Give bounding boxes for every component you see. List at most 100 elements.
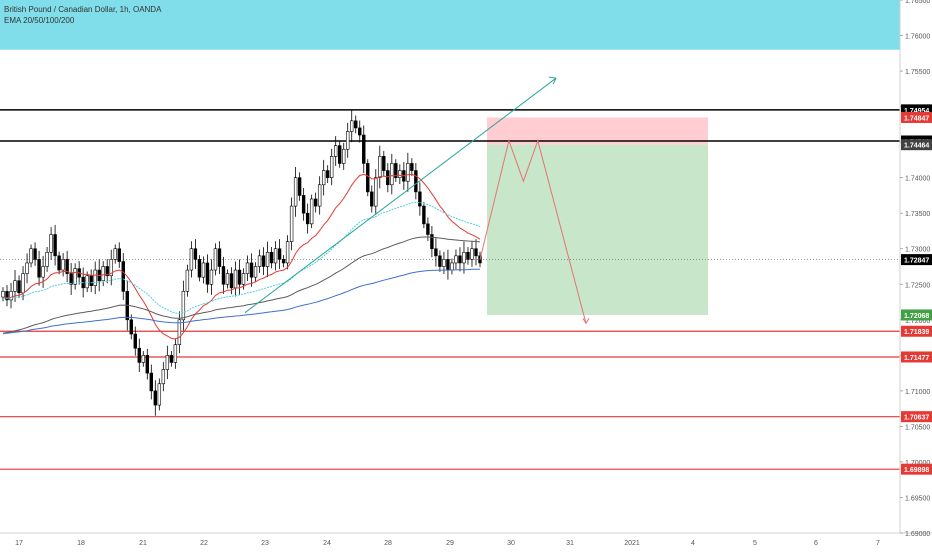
candle-body — [185, 269, 190, 292]
candle-body — [117, 248, 121, 262]
candle-body — [273, 248, 278, 264]
candle-body — [321, 170, 326, 186]
y-tick-label: 1.69500 — [905, 495, 930, 502]
candle-body — [245, 262, 250, 274]
candle-body — [261, 255, 266, 267]
price-label-text: 1.71477 — [904, 355, 929, 362]
candle-body — [225, 273, 230, 285]
candle-body — [289, 205, 294, 242]
x-tick-label: 7 — [876, 540, 880, 547]
y-tick-label: 1.74000 — [905, 176, 930, 183]
candle-body — [338, 145, 342, 164]
y-tick-label: 1.76500 — [905, 0, 930, 5]
candle-body — [49, 234, 53, 253]
candle-body — [13, 280, 17, 292]
indicator-label[interactable]: EMA 20/50/100/200 — [4, 16, 75, 25]
candle-body — [237, 269, 242, 285]
candle-body — [157, 383, 162, 406]
candle-body — [145, 355, 150, 374]
candle-body — [390, 163, 394, 186]
y-tick-label: 1.70000 — [905, 460, 930, 467]
candle-body — [342, 148, 346, 164]
candle-body — [233, 269, 238, 289]
symbol-title[interactable]: British Pound / Canadian Dollar, 1h, OAN… — [4, 5, 162, 14]
time-axis — [0, 533, 932, 550]
x-tick-label: 5 — [753, 540, 757, 547]
y-tick-label: 1.75500 — [905, 69, 930, 76]
x-tick-label: 31 — [566, 540, 574, 547]
candle-body — [229, 273, 234, 289]
y-tick-label: 1.69000 — [905, 531, 930, 538]
price-label-text: 1.74464 — [904, 143, 929, 150]
chart-legend: British Pound / Canadian Dollar, 1h, OAN… — [4, 4, 161, 26]
candle-body — [105, 266, 109, 277]
candle-body — [285, 241, 290, 264]
candle-body — [253, 266, 258, 278]
ema-50-line — [2, 201, 481, 314]
x-tick-label: 4 — [691, 540, 695, 547]
price-label-text: 1.72068 — [904, 313, 929, 320]
candle-body — [430, 234, 434, 250]
candle-body — [173, 344, 178, 363]
candle-body — [442, 259, 446, 267]
projection-path — [479, 138, 587, 324]
candle-body — [201, 262, 206, 278]
trendline-arrow-icon — [548, 76, 557, 85]
price-label-badge — [901, 463, 932, 475]
x-tick-label: 30 — [507, 540, 515, 547]
candle-body — [161, 369, 166, 385]
ema-200-line — [2, 268, 480, 335]
candle-body — [53, 234, 57, 257]
candle-body — [113, 248, 117, 260]
candle-body — [41, 266, 45, 278]
price-label-text: 1.71839 — [904, 329, 929, 336]
price-label-badge — [901, 411, 932, 423]
candle-body — [241, 273, 246, 285]
candle-body — [422, 205, 426, 225]
candle-body — [297, 177, 302, 196]
ema-100-line — [2, 236, 481, 334]
price-label-text: 1.70637 — [904, 415, 929, 422]
candle-body — [73, 268, 77, 285]
candle-body — [101, 266, 105, 282]
x-tick-label: 28 — [384, 540, 392, 547]
candle-body — [129, 319, 133, 335]
candle-body — [85, 275, 89, 289]
candle-body — [33, 248, 37, 260]
x-tick-label: 6 — [814, 540, 818, 547]
candle-body — [309, 198, 314, 225]
candle-body — [305, 212, 310, 225]
y-tick-label: 1.73000 — [905, 247, 930, 254]
candle-body — [221, 266, 226, 285]
price-label-text: 1.72847 — [904, 258, 929, 265]
candle-body — [5, 291, 9, 301]
price-label-badge — [901, 254, 932, 266]
candle-body — [378, 156, 382, 178]
candle-body — [37, 259, 41, 278]
candle-body — [149, 372, 154, 392]
y-tick-label: 1.72500 — [905, 282, 930, 289]
price-label-badge — [901, 325, 932, 337]
candle-body — [450, 262, 454, 271]
candle-body — [434, 248, 438, 257]
candle-body — [25, 262, 29, 274]
candle-body — [281, 259, 286, 264]
candle-body — [466, 251, 470, 260]
price-label-badge — [901, 111, 932, 123]
candle-body — [277, 248, 282, 260]
price-label-badge — [901, 309, 932, 321]
trendline — [244, 77, 557, 314]
x-tick-label: 24 — [323, 540, 331, 547]
candle-body — [414, 170, 418, 193]
candle-body — [462, 251, 466, 264]
candle-body — [17, 280, 21, 294]
candle-body — [386, 170, 390, 186]
candle-body — [197, 259, 202, 278]
candle-body — [446, 259, 450, 271]
candle-body — [382, 156, 386, 171]
candle-body — [358, 127, 362, 136]
candle-body — [317, 184, 322, 207]
candle-body — [394, 163, 398, 178]
